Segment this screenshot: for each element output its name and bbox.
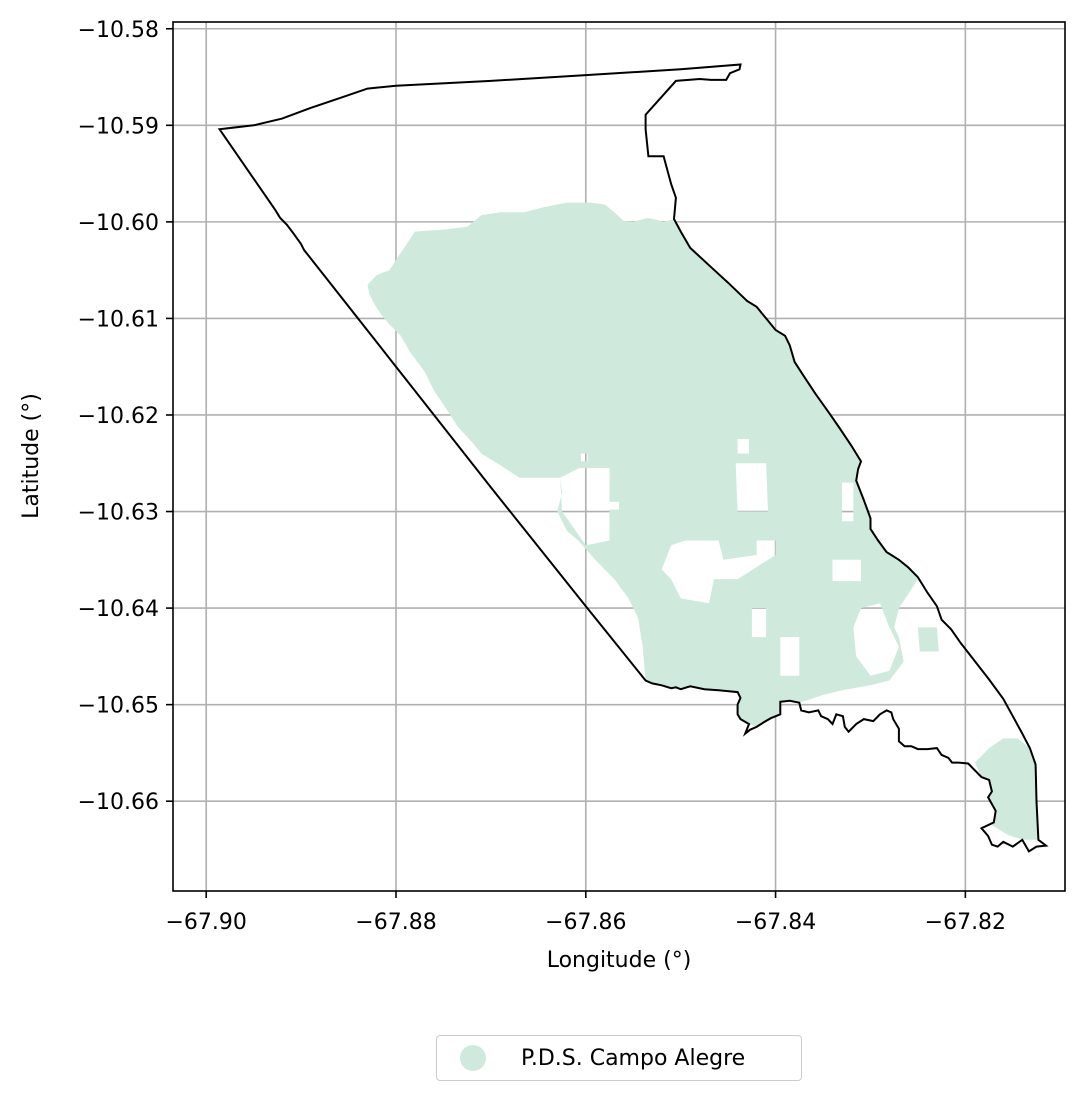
y-axis-title: Latitude (°): [19, 393, 44, 519]
vegetation-area-main: [367, 202, 939, 727]
legend-label: P.D.S. Campo Alegre: [521, 1045, 746, 1071]
x-tick-label: −67.82: [925, 910, 1006, 935]
settlement-boundary: [217, 63, 1049, 853]
x-tick-label: −67.86: [545, 910, 626, 935]
plot-frame: [172, 21, 1066, 892]
legend: P.D.S. Campo Alegre: [436, 1035, 802, 1081]
y-axis-ticks: −10.58 −10.59 −10.60 −10.61 −10.62 −10.63 −10.…: [78, 18, 173, 815]
legend-marker: [460, 1045, 486, 1071]
y-tick-label: −10.63: [78, 501, 159, 526]
x-axis-ticks: −67.90 −67.88 −67.86 −67.84 −67.82: [166, 891, 1006, 935]
y-tick-label: −10.58: [78, 18, 159, 43]
y-tick-label: −10.61: [78, 307, 159, 332]
y-tick-label: −10.60: [78, 211, 159, 236]
x-tick-label: −67.90: [166, 910, 247, 935]
y-tick-label: −10.66: [78, 790, 159, 815]
y-tick-label: −10.62: [78, 404, 159, 429]
x-tick-label: −67.88: [355, 910, 436, 935]
x-axis-title: Longitude (°): [547, 948, 692, 973]
x-tick-label: −67.84: [735, 910, 816, 935]
vegetation-area-southeast: [974, 738, 1039, 840]
y-tick-label: −10.64: [78, 597, 159, 622]
y-tick-label: −10.59: [78, 114, 159, 139]
y-tick-label: −10.65: [78, 694, 159, 719]
